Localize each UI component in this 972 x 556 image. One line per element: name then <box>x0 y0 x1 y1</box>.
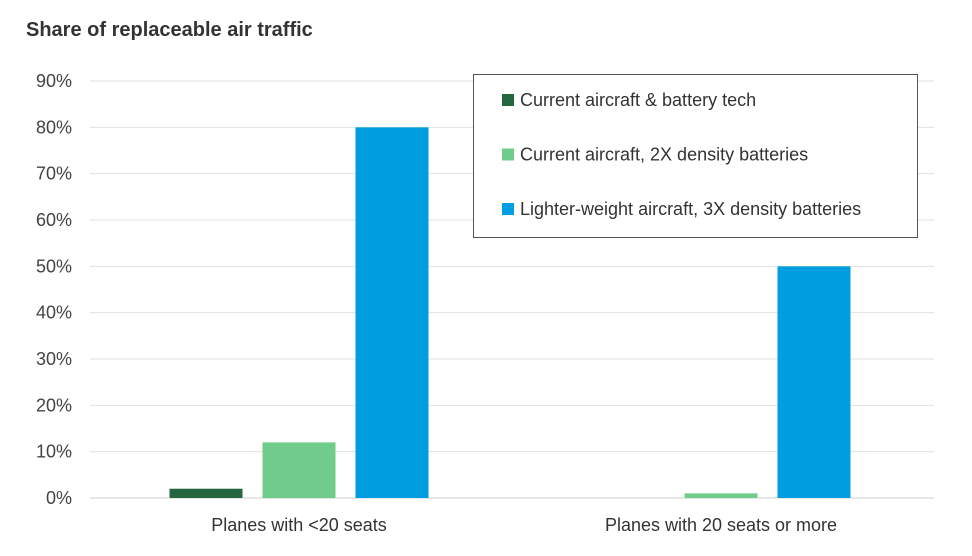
bar-2-series-2 <box>684 493 758 498</box>
bar-2-series-3 <box>777 266 851 498</box>
bar-1-series-1 <box>169 488 243 498</box>
y-tick-label: 10% <box>36 442 72 462</box>
y-tick-label: 0% <box>46 488 72 508</box>
legend-swatch <box>502 203 514 215</box>
legend-swatch <box>502 94 514 106</box>
y-tick-label: 30% <box>36 349 72 369</box>
x-axis-category-labels: Planes with <20 seats Planes with 20 seat… <box>211 515 837 535</box>
y-tick-label: 90% <box>36 71 72 91</box>
y-tick-label: 80% <box>36 117 72 137</box>
y-tick-label: 70% <box>36 164 72 184</box>
legend-label: Lighter-weight aircraft, 3X density batt… <box>520 199 861 219</box>
legend-swatch <box>502 148 514 161</box>
y-tick-label: 40% <box>36 303 72 323</box>
chart-title: Share of replaceable air traffic <box>26 19 313 41</box>
legend: Current aircraft & battery tech Current a… <box>473 74 918 238</box>
y-tick-label: 60% <box>36 210 72 230</box>
bars <box>169 127 851 498</box>
x-category-label: Planes with 20 seats or more <box>605 515 837 535</box>
legend-label: Current aircraft, 2X density batteries <box>520 145 808 165</box>
y-tick-label: 20% <box>36 395 72 415</box>
y-axis-tick-labels: 0% 10% 20% 30% 40% 50% 60% 70% 80% 90% <box>36 71 72 508</box>
legend-box <box>473 74 918 238</box>
x-category-label: Planes with <20 seats <box>211 515 387 535</box>
bar-1-series-2 <box>262 442 336 498</box>
legend-label: Current aircraft & battery tech <box>520 90 756 110</box>
y-tick-label: 50% <box>36 256 72 276</box>
bar-1-series-3 <box>355 127 429 498</box>
